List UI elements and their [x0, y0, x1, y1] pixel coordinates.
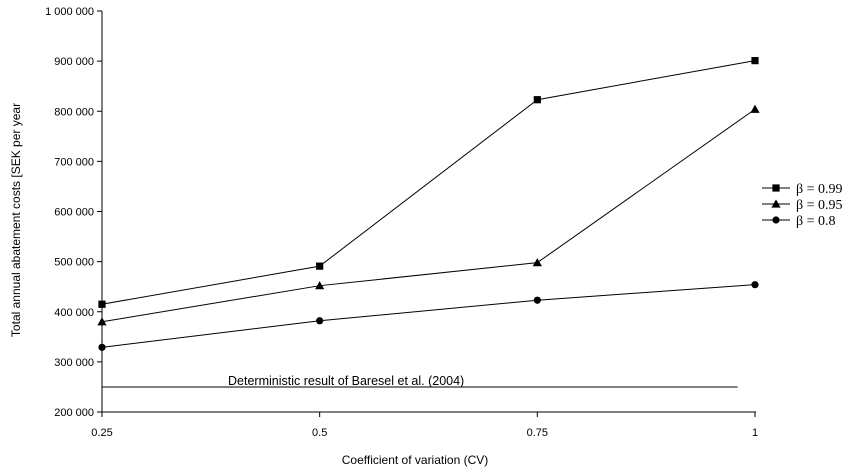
- circle-marker: [316, 317, 324, 325]
- y-axis-title: Total annual abatement costs [SEK per ye…: [9, 103, 23, 337]
- series-line: [101, 108, 756, 323]
- triangle-marker: [771, 199, 781, 208]
- reference-line-label: Deterministic result of Baresel et al. (…: [228, 374, 464, 388]
- axes: [101, 11, 756, 413]
- circle-marker: [533, 296, 541, 304]
- square-marker: [98, 300, 106, 308]
- legend-label: β = 0.8: [796, 214, 836, 229]
- square-marker: [316, 262, 324, 270]
- triangle-marker: [532, 258, 542, 267]
- series-line: [101, 60, 756, 305]
- y-tick-label: 700 000: [54, 156, 94, 168]
- legend-label: β = 0.99: [796, 182, 843, 197]
- x-axis-title: Coefficient of variation (CV): [342, 453, 489, 467]
- series-group: [97, 57, 760, 351]
- circle-marker: [772, 216, 780, 224]
- legend: β = 0.99β = 0.95β = 0.8: [762, 182, 843, 229]
- square-marker: [751, 57, 759, 65]
- x-tick-label: 1: [752, 427, 758, 439]
- y-tick-label: 400 000: [54, 307, 94, 319]
- legend-label: β = 0.95: [796, 198, 843, 213]
- x-tick-label: 0.25: [91, 427, 112, 439]
- y-tick-label: 600 000: [54, 207, 94, 219]
- square-marker: [533, 96, 541, 104]
- x-tick-label: 0.75: [527, 427, 548, 439]
- y-tick-label: 500 000: [54, 257, 94, 269]
- y-tick-label: 800 000: [54, 106, 94, 118]
- square-marker: [772, 184, 780, 192]
- triangle-marker: [750, 104, 760, 113]
- y-tick-label: 900 000: [54, 56, 94, 68]
- circle-marker: [751, 281, 759, 289]
- x-tick-label: 0.5: [312, 427, 327, 439]
- triangle-marker: [315, 281, 325, 290]
- circle-marker: [98, 343, 106, 351]
- triangle-marker: [97, 317, 107, 326]
- y-tick-label: 200 000: [54, 407, 94, 419]
- y-tick-label: 1 000 000: [45, 6, 94, 18]
- y-tick-label: 300 000: [54, 357, 94, 369]
- y-axis-ticks: 200 000 300 000 400 000 500 000 600 000 700 0…: [45, 6, 102, 419]
- series-line: [101, 284, 756, 348]
- x-axis-ticks: 0.25 0.5 0.75 1: [91, 412, 758, 439]
